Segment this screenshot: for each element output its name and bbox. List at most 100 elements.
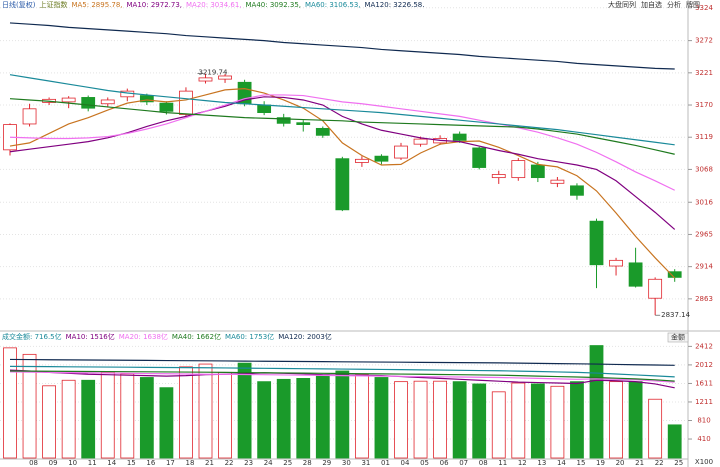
legend-entry: MA120: 3226.58. — [365, 1, 425, 9]
legend-entry: 成交金额: 716.5亿 — [2, 332, 62, 341]
volume-bar — [335, 370, 350, 459]
candle-body — [530, 164, 545, 179]
x-tick-label: 24 — [264, 459, 273, 467]
legend-entry: MA40: 1662亿 — [172, 332, 221, 341]
candle-body — [100, 99, 115, 105]
y-tick-label: 810 — [697, 417, 710, 425]
legend-entry: MA20: 3034.61, — [186, 1, 242, 9]
ma-line — [9, 94, 675, 191]
x-tick-label: 04 — [401, 459, 410, 467]
toolbar-button[interactable]: 牌图 — [686, 0, 700, 9]
x-tick-label: 21 — [205, 459, 214, 467]
volume-bar — [570, 381, 584, 459]
volume-bar — [648, 398, 663, 459]
x-tick-label: 20 — [616, 459, 625, 467]
toolbar-button[interactable]: 大盘同列 — [608, 0, 636, 9]
candle-body — [139, 95, 154, 103]
x-tick-label: 19 — [596, 459, 605, 467]
y-tick-label: 2412 — [695, 342, 713, 350]
y-tick-label: 3272 — [695, 37, 713, 45]
volume-bar — [61, 379, 76, 459]
y-tick-label: 1611 — [695, 379, 713, 387]
y-tick-label: 410 — [697, 435, 710, 443]
ma-line — [9, 358, 675, 366]
x-tick-label: 05 — [420, 459, 429, 467]
volume-bar — [42, 385, 56, 459]
x-tick-label: 11 — [88, 459, 97, 467]
x-tick-label: 15 — [576, 459, 585, 467]
legend-entry: MA5: 2895.78, — [71, 1, 122, 9]
candle-body — [491, 174, 506, 179]
x-tick-label: 22 — [225, 459, 234, 467]
volume-bar — [589, 345, 604, 459]
volume-bar — [530, 383, 545, 459]
y-tick-label: 2863 — [695, 295, 713, 303]
x-tick-label: 17 — [166, 459, 175, 467]
candle-body — [81, 97, 96, 109]
legend-entry: 上证指数 — [39, 0, 67, 9]
dropdown[interactable]: 金额 — [671, 333, 685, 342]
legend-entry: MA10: 1516亿 — [66, 332, 115, 341]
volume-bar — [511, 382, 526, 459]
x-tick-label: 28 — [303, 459, 312, 467]
candle-body — [570, 185, 584, 196]
toolbar-button[interactable]: 分析 — [667, 0, 681, 9]
x-tick-label: 09 — [49, 459, 58, 467]
candle-body — [609, 259, 623, 267]
volume-bar — [609, 381, 623, 459]
y-tick-label: 2914 — [695, 263, 713, 271]
x-tick-label: 21 — [635, 459, 644, 467]
x-tick-label: 12 — [518, 459, 527, 467]
candle-body — [394, 145, 408, 159]
volume-bar — [374, 377, 389, 459]
x-tick-label: 23 — [244, 459, 253, 467]
x-tick-label: 18 — [185, 459, 194, 467]
volume-bar — [452, 381, 467, 459]
y-tick-label: 2012 — [695, 361, 713, 369]
legend-entry: MA10: 2972.73, — [127, 1, 183, 9]
x-tick-label: 29 — [322, 459, 331, 467]
volume-bar — [179, 366, 193, 459]
volume-bar — [22, 353, 37, 459]
volume-bar — [354, 374, 369, 459]
volume-bar — [491, 391, 506, 459]
candle-body — [159, 102, 174, 112]
toolbar-button[interactable]: 加自选 — [641, 0, 662, 9]
candle-body — [374, 155, 389, 162]
ma-line — [9, 87, 676, 279]
candle-body — [354, 158, 369, 163]
x-tick-label: 07 — [459, 459, 468, 467]
x-tick-label: 22 — [655, 459, 664, 467]
y-tick-label: 2965 — [695, 230, 713, 238]
candle-body — [472, 147, 487, 168]
dropdown-box[interactable] — [667, 332, 689, 343]
candle-body — [648, 278, 663, 299]
candle-body — [452, 133, 467, 141]
candle-body — [218, 75, 232, 80]
candle-body — [511, 160, 526, 179]
candle-body — [61, 97, 76, 103]
y-tick-label: 1211 — [695, 398, 713, 406]
volume-bar — [198, 363, 213, 459]
y-tick-label: 3016 — [695, 198, 713, 206]
volume-bar — [394, 381, 408, 459]
y-tick-label: 3119 — [695, 133, 713, 141]
candle-body — [335, 158, 350, 211]
candle-body — [296, 122, 311, 125]
volume-bar — [276, 378, 291, 459]
volume-bar — [139, 377, 154, 459]
x-tick-label: 08 — [479, 459, 488, 467]
candle-body — [589, 220, 604, 266]
volume-bar — [315, 374, 330, 459]
ma-line — [9, 22, 675, 70]
low-annotation: 2837.14 — [661, 311, 690, 319]
volume-bar — [218, 371, 232, 459]
candle-body — [550, 179, 565, 184]
legend-entry: MA60: 1753亿 — [225, 332, 274, 341]
unit-label: X100 — [695, 458, 713, 466]
y-tick-label: 3324 — [695, 4, 713, 12]
y-tick-label: 3221 — [695, 69, 713, 77]
x-tick-label: 25 — [283, 459, 292, 467]
x-tick-label: 08 — [29, 459, 38, 467]
